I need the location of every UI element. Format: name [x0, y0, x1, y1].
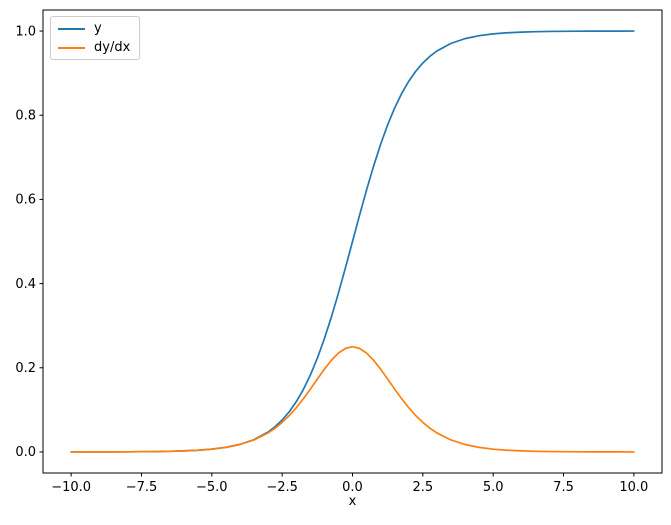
- x-tick-label: 7.5: [553, 480, 574, 495]
- x-axis-label: x: [348, 494, 357, 509]
- x-tick-label: −2.5: [266, 480, 298, 495]
- legend-line-sample-y: [58, 27, 85, 30]
- y-tick-label: 0.0: [15, 445, 36, 460]
- x-tick-label: 0.0: [342, 480, 363, 495]
- x-tick-label: −7.5: [126, 480, 158, 495]
- x-tick-label: −10.0: [51, 480, 91, 495]
- legend-label: y: [94, 21, 102, 36]
- legend-entry: y: [58, 21, 130, 36]
- x-tick-label: −5.0: [196, 480, 228, 495]
- legend: y dy/dx: [50, 16, 141, 60]
- y-tick-label: 0.8: [15, 109, 36, 124]
- x-tick-label: 10.0: [619, 480, 648, 495]
- legend-entry: dy/dx: [58, 40, 130, 55]
- x-tick-label: 5.0: [483, 480, 504, 495]
- y-tick-label: 0.4: [15, 277, 36, 292]
- y-tick-label: 0.2: [15, 361, 36, 376]
- y-tick-label: 0.6: [15, 193, 36, 208]
- series-line-1: [70, 345, 635, 453]
- legend-label: dy/dx: [94, 40, 131, 55]
- legend-line-sample-dydx: [58, 46, 85, 49]
- series-line-0: [70, 30, 635, 453]
- y-tick-label: 1.0: [15, 24, 36, 39]
- x-tick-label: 2.5: [412, 480, 433, 495]
